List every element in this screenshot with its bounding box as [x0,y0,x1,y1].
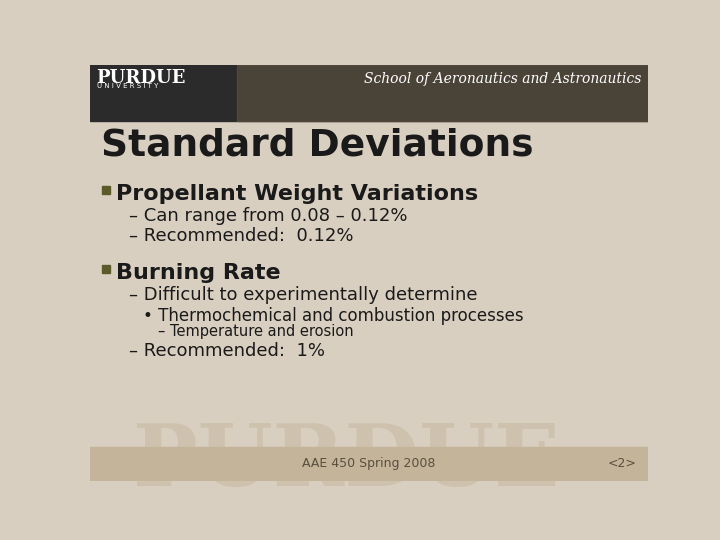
Text: – Recommended:  1%: – Recommended: 1% [129,342,325,360]
Text: • Thermochemical and combustion processes: • Thermochemical and combustion processe… [143,307,523,325]
Text: Standard Deviations: Standard Deviations [101,127,534,163]
Text: School of Aeronautics and Astronautics: School of Aeronautics and Astronautics [364,72,642,86]
Bar [238,65,648,121]
Bar [102,186,110,194]
Bar [90,447,648,481]
Bar [90,65,648,121]
Text: – Temperature and erosion: – Temperature and erosion [158,325,354,339]
Text: Burning Rate: Burning Rate [117,262,281,283]
Text: – Can range from 0.08 – 0.12%: – Can range from 0.08 – 0.12% [129,207,408,225]
Text: U N I V E R S I T Y: U N I V E R S I T Y [97,83,158,89]
Text: PURDUE: PURDUE [96,69,186,86]
Text: Propellant Weight Variations: Propellant Weight Variations [117,184,479,204]
Text: – Difficult to experimentally determine: – Difficult to experimentally determine [129,286,477,304]
Bar [102,265,110,273]
Text: PURDUE: PURDUE [132,420,559,504]
Text: <2>: <2> [608,457,636,470]
Text: – Recommended:  0.12%: – Recommended: 0.12% [129,227,354,245]
Text: AAE 450 Spring 2008: AAE 450 Spring 2008 [302,457,436,470]
